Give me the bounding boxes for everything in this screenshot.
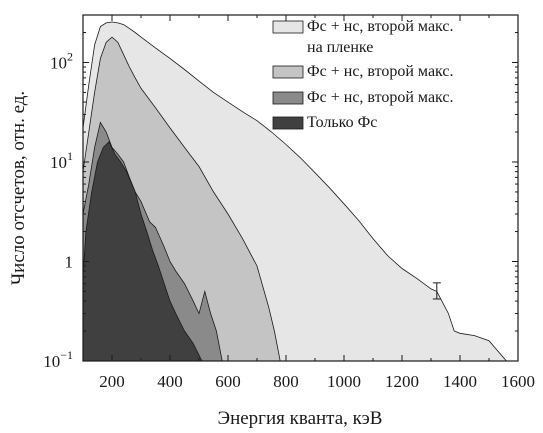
x-tick-label: 1600 — [501, 372, 535, 391]
x-axis-label: Энергия кванта, кэВ — [218, 408, 383, 429]
x-tick-label: 400 — [157, 372, 183, 391]
legend-swatch-1 — [272, 65, 304, 79]
legend-label: Фс + нс, второй макс. — [307, 89, 454, 106]
legend-label: Фс + нс, второй макс. — [307, 63, 454, 80]
y-tick-label: 10−1 — [43, 348, 73, 371]
x-tick-label: 1200 — [385, 372, 419, 391]
y-axis-label: Число отсчетов, отн. ед. — [8, 91, 29, 285]
y-tick-label: 101 — [50, 149, 73, 172]
y-axis: 102 101 1 10−1 — [43, 14, 518, 371]
error-bar — [432, 282, 441, 300]
x-tick-label: 200 — [99, 372, 125, 391]
x-tick-label: 800 — [273, 372, 299, 391]
x-axis: 200 400 600 800 1000 1200 1400 1600 — [82, 15, 535, 391]
legend-swatch-0 — [272, 20, 304, 34]
x-tick-label: 1400 — [443, 372, 477, 391]
legend-swatch-3 — [272, 116, 304, 130]
x-tick-label: 1000 — [327, 372, 361, 391]
plot-areas — [82, 21, 508, 362]
series-area-3 — [82, 141, 203, 362]
x-tick-label: 600 — [215, 372, 241, 391]
legend-label: на пленке — [307, 39, 373, 56]
y-tick-label: 102 — [50, 49, 73, 72]
legend-label: Фс + нс, второй макс. — [307, 18, 454, 35]
plot-frame — [82, 14, 519, 362]
y-tick-label: 1 — [65, 252, 74, 271]
legend-label: Только Фс — [307, 114, 377, 131]
legend: Фс + нс, второй макс. на пленке Фс + нс, в… — [272, 18, 454, 131]
legend-swatch-2 — [272, 91, 304, 105]
